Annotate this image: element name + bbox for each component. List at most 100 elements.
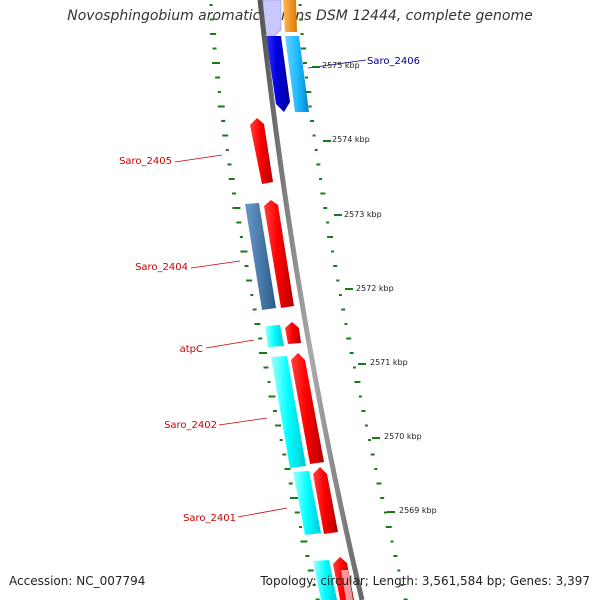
gc-inner-dash-40 (312, 584, 316, 586)
gc-outer-dash-39 (397, 569, 401, 572)
gc-outer-dash-28 (361, 410, 366, 412)
cds-feature-top-orange[interactable] (283, 0, 297, 32)
tick-label-2572: 2572 kbp (356, 284, 394, 293)
cds-feature-saro-2402-cyan[interactable] (271, 356, 306, 468)
gc-outer-dash-24 (349, 352, 354, 354)
gene-label-saro-2405[interactable]: Saro_2405 (119, 156, 172, 167)
gc-outer-dash-34 (380, 497, 385, 499)
gc-outer-dash-36 (385, 526, 392, 528)
gc-inner-dash-14 (232, 207, 241, 209)
leader-line-atpc (205, 339, 255, 349)
gc-inner-dash-41 (315, 598, 320, 600)
cds-feature-saro-2405[interactable] (250, 118, 273, 184)
accession-text: Accession: NC_007794 (9, 574, 146, 588)
gc-outer-dash-7 (308, 105, 312, 108)
gc-inner-dash-11 (227, 163, 232, 166)
gc-outer-dash-26 (354, 381, 361, 383)
gc-inner-dash-5 (215, 76, 221, 79)
gc-outer-dash-14 (323, 207, 328, 209)
gc-inner-dash-29 (275, 424, 282, 427)
tick-label-2571: 2571 kbp (370, 358, 408, 367)
major-tick-5 (372, 437, 380, 439)
gc-outer-dash-2 (300, 33, 304, 35)
gc-outer-dash-22 (344, 323, 348, 325)
cds-feature-atpc-cyan[interactable] (265, 325, 284, 347)
gc-inner-dash-32 (284, 468, 291, 470)
gc-outer-dash-17 (331, 250, 335, 253)
cds-feature-saro-2401-red[interactable] (313, 467, 338, 534)
gc-inner-dash-3 (212, 47, 217, 50)
gc-inner-dash-18 (244, 265, 249, 267)
tick-label-2574: 2574 kbp (332, 135, 370, 144)
gc-inner-dash-33 (288, 482, 293, 485)
gc-inner-dash-16 (239, 236, 243, 238)
leader-line-saro-2402 (218, 417, 268, 426)
tick-label-2573: 2573 kbp (344, 210, 382, 219)
gc-outer-dash-19 (336, 279, 340, 282)
cds-feature-saro-2406-blue[interactable] (266, 36, 290, 112)
gc-inner-dash-7 (217, 105, 225, 108)
cds-feature-saro-2404-steel[interactable] (245, 203, 276, 310)
cds-feature-saro-2401-cyan[interactable] (293, 471, 321, 535)
tick-label-2570: 2570 kbp (384, 432, 422, 441)
cds-feature-bottom-cyan[interactable] (313, 560, 337, 600)
gc-track-outer (298, 4, 408, 600)
gc-outer-dash-6 (305, 91, 312, 93)
cds-feature-atpc-red[interactable] (285, 322, 301, 344)
gc-outer-dash-32 (374, 468, 378, 470)
gc-inner-dash-39 (307, 569, 314, 572)
gc-outer-dash-15 (326, 221, 330, 224)
gc-outer-dash-8 (310, 120, 315, 122)
gc-inner-dash-22 (254, 323, 261, 325)
genome-backbone (257, 0, 365, 600)
gc-outer-dash-20 (338, 294, 342, 296)
gc-outer-dash-35 (383, 511, 387, 514)
cds-feature-bottom-white[interactable] (341, 570, 353, 600)
gc-inner-dash-25 (263, 366, 269, 369)
gc-inner-dash-8 (221, 120, 226, 122)
gc-outer-dash-21 (341, 308, 346, 311)
gc-outer-dash-4 (302, 62, 307, 64)
gc-inner-dash-12 (228, 178, 235, 180)
gc-inner-dash-19 (246, 279, 253, 282)
map-title: Novosphingobium aromaticivorans DSM 1244… (67, 8, 533, 24)
gc-outer-dash-5 (305, 76, 309, 79)
gc-inner-dash-34 (289, 497, 298, 499)
gc-outer-dash-9 (312, 134, 316, 137)
gc-inner-dash-24 (259, 352, 268, 354)
cds-feature-saro-2402-red[interactable] (291, 353, 324, 464)
gc-inner-dash-15 (236, 221, 242, 224)
cds-feature-saro-2406-lightblue[interactable] (285, 36, 309, 112)
gene-label-saro-2402[interactable]: Saro_2402 (164, 420, 217, 431)
gc-inner-dash-37 (300, 540, 308, 543)
gc-outer-dash-12 (319, 178, 323, 180)
gc-outer-dash-30 (368, 439, 372, 441)
major-tick-2 (334, 214, 342, 216)
gc-inner-dash-31 (282, 453, 287, 456)
gc-inner-dash-13 (232, 192, 237, 195)
gene-label-saro-2406[interactable]: Saro_2406 (367, 56, 420, 67)
gc-outer-dash-3 (300, 47, 306, 50)
tick-label-2569: 2569 kbp (399, 506, 437, 515)
gene-label-saro-2404[interactable]: Saro_2404 (135, 262, 188, 273)
gc-inner-dash-10 (225, 149, 229, 151)
gc-inner-dash-1 (209, 18, 214, 21)
gc-inner-dash-4 (211, 62, 220, 64)
leader-line-saro-2401 (237, 507, 288, 518)
gene-label-atpc[interactable]: atpC (180, 344, 203, 355)
major-tick-4 (358, 363, 366, 365)
gc-inner-dash-9 (222, 134, 229, 137)
cds-feature-saro-2404-red[interactable] (264, 200, 294, 308)
tick-label-2575: 2575 kbp (322, 61, 360, 70)
gene-label-saro-2401[interactable]: Saro_2401 (183, 513, 236, 524)
gc-outer-dash-1 (298, 18, 303, 21)
major-tick-3 (345, 288, 353, 290)
gc-outer-dash-31 (370, 453, 375, 456)
gc-inner-dash-38 (305, 555, 310, 557)
gc-inner-dash-17 (240, 250, 248, 253)
gc-inner-dash-23 (258, 337, 263, 340)
gc-inner-dash-26 (267, 381, 271, 383)
gc-outer-dash-0 (298, 4, 302, 6)
gc-outer-dash-38 (393, 555, 398, 557)
